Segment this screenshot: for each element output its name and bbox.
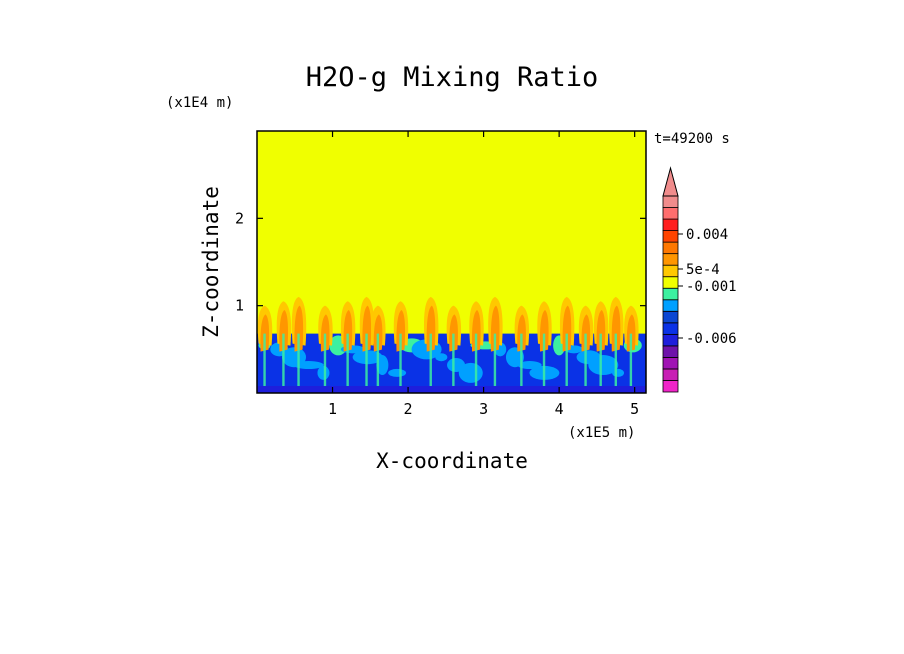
- x-tick-label: 4: [555, 400, 564, 418]
- y-axis-label: Z-coordinate: [199, 186, 223, 338]
- plume-stem: [376, 333, 380, 389]
- plume-core: [539, 310, 549, 352]
- plume-core: [626, 314, 636, 352]
- plume-core: [471, 310, 481, 352]
- x-tick-label: 5: [630, 400, 639, 418]
- plume-stem: [323, 333, 327, 389]
- plume-core: [562, 305, 572, 352]
- plume-stem: [346, 333, 349, 389]
- x-tick-label: 1: [328, 400, 337, 418]
- x-ticks: 1 2 3 4 5: [328, 131, 639, 418]
- x-axis-label: X-coordinate: [376, 449, 528, 473]
- plume-core: [490, 305, 500, 352]
- plume-core: [294, 305, 304, 352]
- plume-stem: [629, 333, 633, 389]
- plume-stem: [399, 333, 402, 389]
- colorbar-label: 5e-4: [686, 262, 720, 278]
- moist-patch: [517, 361, 542, 370]
- colorbar-segment: [662, 276, 679, 289]
- plume-core: [426, 305, 436, 352]
- x-scale-label: (x1E5 m): [568, 425, 635, 441]
- plume-core: [449, 314, 458, 352]
- colorbar-segment: [662, 345, 679, 358]
- colorbar-segment: [662, 241, 679, 255]
- colorbar-segment: [662, 310, 679, 324]
- plume-stem: [452, 333, 455, 389]
- surface-layer: [257, 386, 646, 393]
- colorbar-segment: [662, 195, 679, 208]
- chart-title: H2O-g Mixing Ratio: [306, 62, 599, 93]
- colorbar-label: -0.001: [686, 279, 737, 295]
- plume-core: [373, 314, 383, 352]
- colorbar-segment: [662, 333, 679, 347]
- plume-core: [396, 310, 406, 352]
- plume-stem: [614, 333, 617, 389]
- colorbar-extend-arrow: [662, 166, 679, 197]
- moist-patch: [388, 368, 407, 377]
- moist-patch: [505, 347, 524, 368]
- plume-core: [362, 305, 372, 352]
- plume-stem: [493, 333, 497, 389]
- colorbar-labels: 0.004 5e-4-0.001 -0.006: [678, 227, 737, 347]
- colorbar-segment: [662, 230, 679, 243]
- time-label: t=49200 s: [654, 131, 730, 147]
- plume-stem: [263, 333, 266, 389]
- colorbar-segment: [662, 218, 679, 231]
- plot-frame: [256, 130, 647, 394]
- moist-patch: [376, 355, 389, 376]
- plume-stem: [584, 333, 587, 389]
- colorbar-segment: [662, 287, 679, 301]
- plume-core: [260, 314, 270, 352]
- plume-core: [343, 310, 353, 352]
- colorbar-segment: [662, 264, 679, 278]
- plume-stem: [520, 333, 523, 389]
- colorbar: [662, 166, 679, 393]
- colorbar-segment: [662, 207, 679, 220]
- plume-stem: [429, 333, 432, 389]
- plume-core: [279, 310, 289, 352]
- plume-stem: [565, 333, 568, 389]
- plume-core: [517, 314, 526, 352]
- plume-core: [611, 305, 621, 352]
- colorbar-segment: [662, 253, 679, 266]
- plume-stem: [365, 333, 368, 389]
- field-shapes: [257, 296, 646, 393]
- colorbar-segment: [662, 299, 679, 312]
- plume-stem: [282, 333, 285, 389]
- plume-core: [581, 314, 591, 352]
- plume-stem: [542, 333, 546, 389]
- colorbar-segment: [662, 357, 679, 370]
- z-tick-label: 2: [235, 209, 244, 227]
- z-scale-label: (x1E4 m): [166, 95, 233, 111]
- moist-patch: [612, 368, 625, 377]
- plume-core: [596, 310, 606, 352]
- moist-patch: [293, 361, 324, 370]
- moist-patch: [435, 353, 448, 362]
- plume-stem: [599, 333, 602, 389]
- moist-patch: [317, 365, 330, 380]
- plume-stem: [297, 333, 300, 389]
- moist-patch: [588, 355, 619, 376]
- plume-stem: [474, 333, 478, 389]
- moist-patch: [458, 362, 483, 383]
- x-tick-label: 2: [404, 400, 413, 418]
- colorbar-segment: [662, 368, 679, 381]
- colorbar-label: 0.004: [686, 227, 728, 243]
- colorbar-segment: [662, 380, 679, 393]
- colorbar-segment: [662, 322, 679, 335]
- colorbar-label: -0.006: [686, 331, 737, 347]
- z-ticks: 12: [235, 209, 646, 315]
- plume-core: [320, 314, 330, 352]
- x-tick-label: 3: [479, 400, 488, 418]
- z-tick-label: 1: [235, 297, 244, 315]
